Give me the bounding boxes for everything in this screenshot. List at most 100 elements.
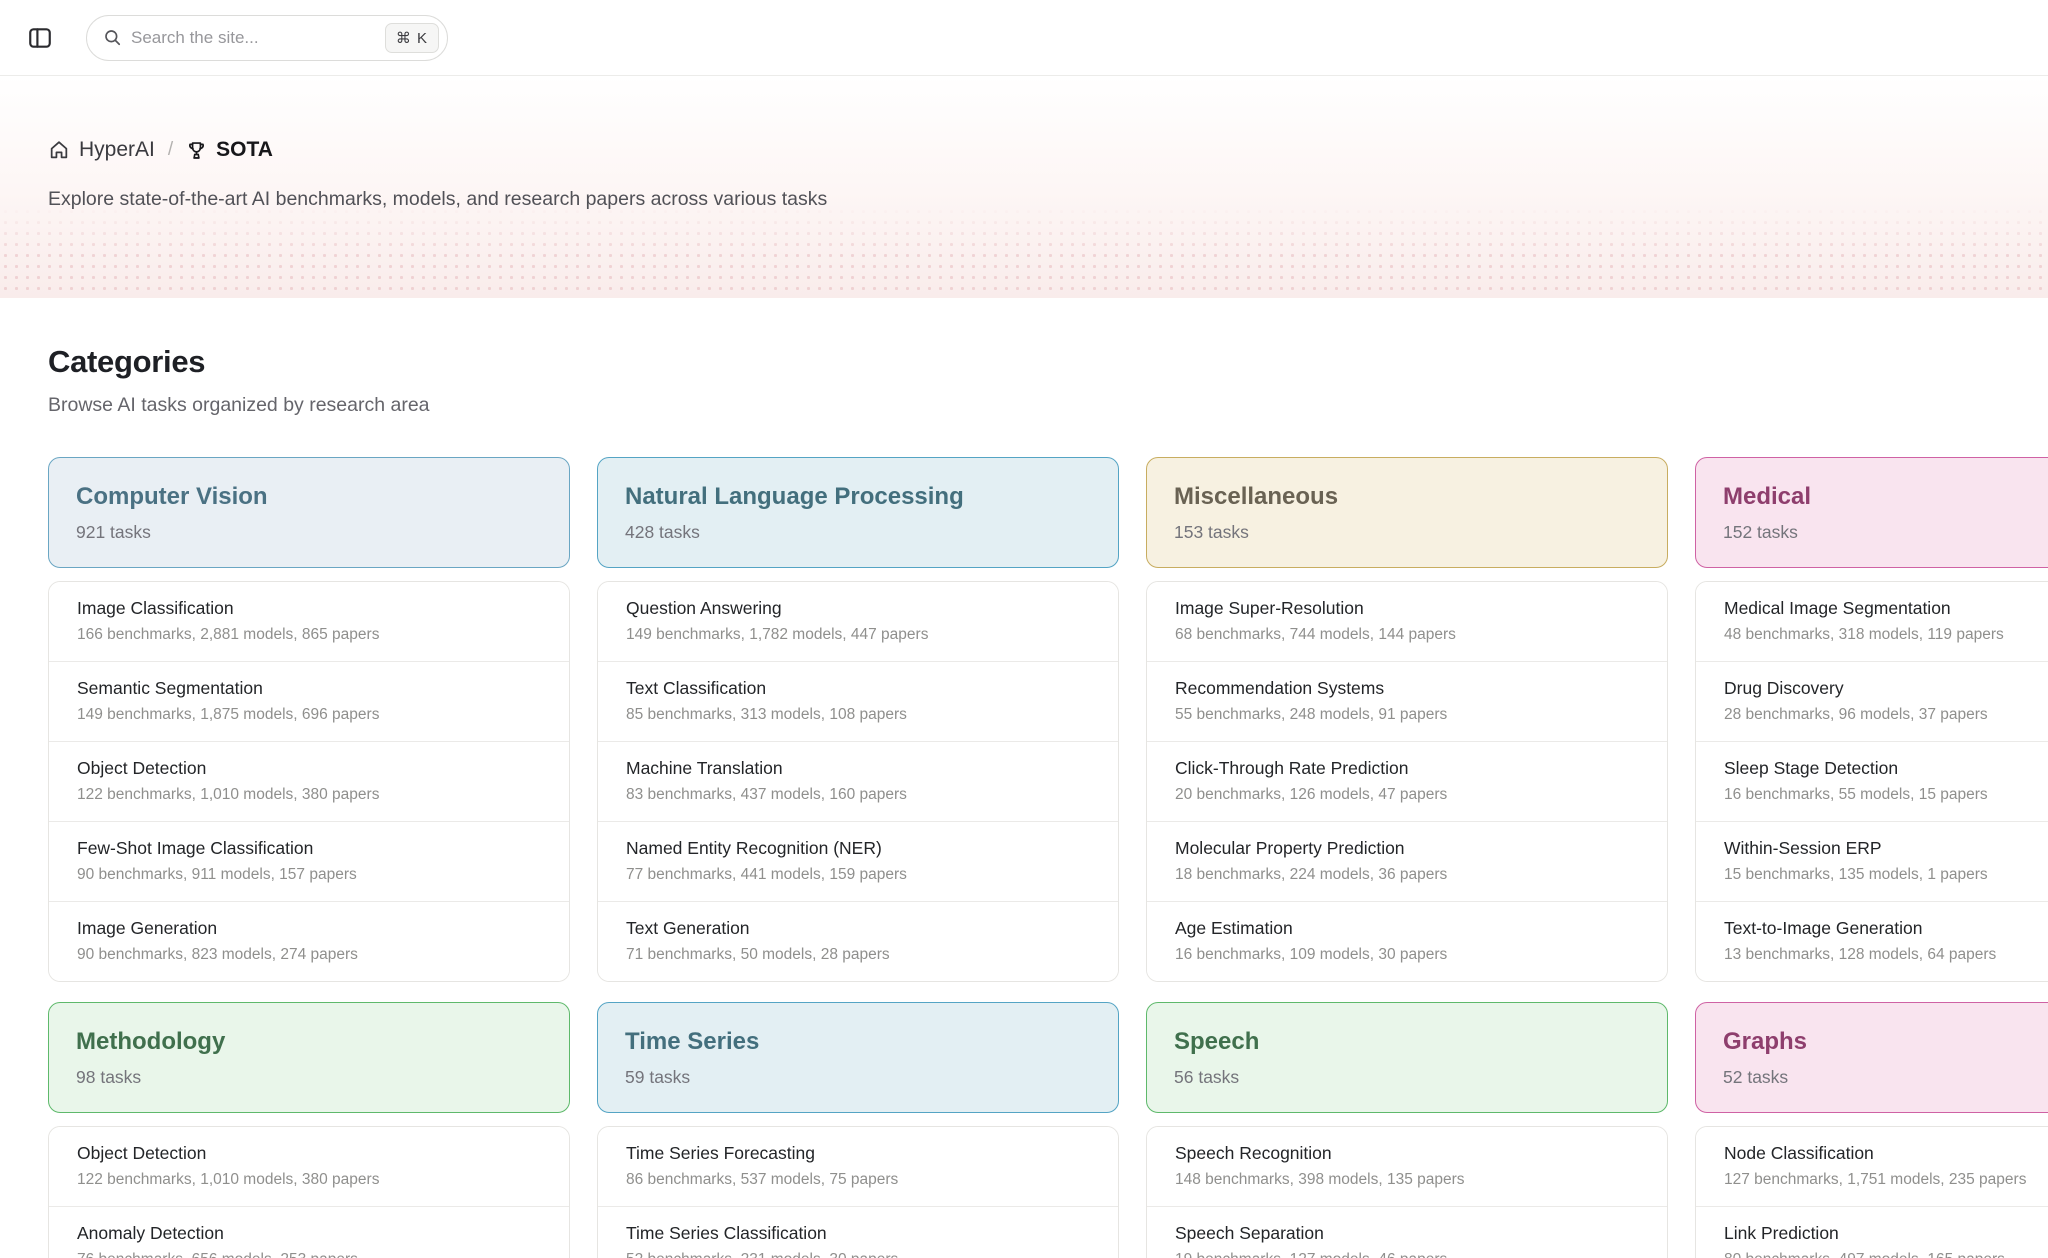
category-header[interactable]: Medical 152 tasks (1695, 457, 2048, 568)
task-stats: 166 benchmarks, 2,881 models, 865 papers (77, 626, 380, 643)
task-row[interactable]: Object Detection 122 benchmarks, 1,010 m… (49, 1127, 569, 1206)
task-row[interactable]: Speech Separation 19 benchmarks, 127 mod… (1147, 1206, 1667, 1258)
task-row[interactable]: Drug Discovery 28 benchmarks, 96 models,… (1696, 661, 2048, 741)
task-row[interactable]: Few-Shot Image Classification 90 benchma… (49, 821, 569, 901)
breadcrumb-separator: / (167, 139, 174, 160)
category-task-count: 52 tasks (1723, 1067, 1789, 1087)
category-title: Miscellaneous (1174, 483, 1339, 510)
trophy-icon (186, 140, 207, 161)
task-row[interactable]: Node Classification 127 benchmarks, 1,75… (1696, 1127, 2048, 1206)
task-name: Speech Recognition (1175, 1143, 1332, 1163)
task-row[interactable]: Named Entity Recognition (NER) 77 benchm… (598, 821, 1118, 901)
task-stats: 85 benchmarks, 313 models, 108 papers (626, 706, 907, 723)
task-stats: 18 benchmarks, 224 models, 36 papers (1175, 866, 1448, 883)
category-task-list: Speech Recognition 148 benchmarks, 398 m… (1146, 1126, 1668, 1258)
task-stats: 48 benchmarks, 318 models, 119 papers (1724, 626, 2004, 643)
task-row[interactable]: Text Generation 71 benchmarks, 50 models… (598, 901, 1118, 981)
category-header[interactable]: Methodology 98 tasks (48, 1002, 570, 1113)
categories-subheading: Browse AI tasks organized by research ar… (48, 394, 430, 416)
category-task-list: Question Answering 149 benchmarks, 1,782… (597, 581, 1119, 982)
task-row[interactable]: Medical Image Segmentation 48 benchmarks… (1696, 582, 2048, 661)
task-name: Molecular Property Prediction (1175, 838, 1405, 858)
task-name: Image Super-Resolution (1175, 598, 1364, 618)
sidebar-toggle-button[interactable] (20, 18, 60, 58)
task-row[interactable]: Text-to-Image Generation 13 benchmarks, … (1696, 901, 2048, 981)
search-input[interactable] (131, 27, 385, 48)
breadcrumb-current: SOTA (186, 138, 273, 162)
task-stats: 77 benchmarks, 441 models, 159 papers (626, 866, 907, 883)
category-header[interactable]: Miscellaneous 153 tasks (1146, 457, 1668, 568)
category-task-list: Time Series Forecasting 86 benchmarks, 5… (597, 1126, 1119, 1258)
task-name: Node Classification (1724, 1143, 1874, 1163)
task-name: Question Answering (626, 598, 782, 618)
task-stats: 122 benchmarks, 1,010 models, 380 papers (77, 1171, 380, 1188)
task-stats: 90 benchmarks, 911 models, 157 papers (77, 866, 357, 883)
task-row[interactable]: Age Estimation 16 benchmarks, 109 models… (1147, 901, 1667, 981)
hero-section: HyperAI / SOTA Explore state-of-the-art … (0, 76, 2048, 298)
category-task-count: 153 tasks (1174, 522, 1249, 542)
category-task-count: 428 tasks (625, 522, 700, 542)
task-row[interactable]: Within-Session ERP 15 benchmarks, 135 mo… (1696, 821, 2048, 901)
category-header[interactable]: Graphs 52 tasks (1695, 1002, 2048, 1113)
category-card: Medical 152 tasks Medical Image Segmenta… (1695, 457, 2048, 982)
category-task-count: 98 tasks (76, 1067, 142, 1087)
category-task-count: 59 tasks (625, 1067, 691, 1087)
breadcrumb-home-link[interactable]: HyperAI (48, 138, 155, 162)
task-row[interactable]: Speech Recognition 148 benchmarks, 398 m… (1147, 1127, 1667, 1206)
task-row[interactable]: Time Series Forecasting 86 benchmarks, 5… (598, 1127, 1118, 1206)
site-search[interactable]: ⌘ K (86, 14, 448, 61)
task-name: Text Classification (626, 678, 767, 698)
task-name: Age Estimation (1175, 918, 1293, 938)
category-task-list: Medical Image Segmentation 48 benchmarks… (1695, 581, 2048, 982)
task-row[interactable]: Click-Through Rate Prediction 20 benchma… (1147, 741, 1667, 821)
task-row[interactable]: Image Classification 166 benchmarks, 2,8… (49, 582, 569, 661)
task-row[interactable]: Link Prediction 80 benchmarks, 497 model… (1696, 1206, 2048, 1258)
task-stats: 149 benchmarks, 1,782 models, 447 papers (626, 626, 929, 643)
task-row[interactable]: Sleep Stage Detection 16 benchmarks, 55 … (1696, 741, 2048, 821)
task-name: Anomaly Detection (77, 1223, 224, 1243)
home-icon (48, 139, 70, 161)
category-header[interactable]: Computer Vision 921 tasks (48, 457, 570, 568)
task-name: Within-Session ERP (1724, 838, 1882, 858)
breadcrumb: HyperAI / SOTA (48, 76, 2048, 162)
categories-grid: Computer Vision 921 tasks Image Classifi… (48, 457, 2048, 1258)
category-card: Natural Language Processing 428 tasks Qu… (597, 457, 1119, 982)
task-stats: 127 benchmarks, 1,751 models, 235 papers (1724, 1171, 2027, 1188)
category-title: Computer Vision (76, 483, 268, 510)
keyboard-shortcut-badge: ⌘ K (384, 22, 439, 53)
task-row[interactable]: Anomaly Detection 76 benchmarks, 656 mod… (49, 1206, 569, 1258)
task-name: Image Classification (77, 598, 234, 618)
task-stats: 149 benchmarks, 1,875 models, 696 papers (77, 706, 380, 723)
task-row[interactable]: Molecular Property Prediction 18 benchma… (1147, 821, 1667, 901)
task-name: Text-to-Image Generation (1724, 918, 1923, 938)
categories-heading: Categories (48, 344, 206, 379)
task-stats: 55 benchmarks, 248 models, 91 papers (1175, 706, 1448, 723)
task-row[interactable]: Object Detection 122 benchmarks, 1,010 m… (49, 741, 569, 821)
task-row[interactable]: Image Super-Resolution 68 benchmarks, 74… (1147, 582, 1667, 661)
category-task-list: Image Classification 166 benchmarks, 2,8… (48, 581, 570, 982)
task-row[interactable]: Machine Translation 83 benchmarks, 437 m… (598, 741, 1118, 821)
category-title: Speech (1174, 1028, 1260, 1055)
task-row[interactable]: Text Classification 85 benchmarks, 313 m… (598, 661, 1118, 741)
category-header[interactable]: Speech 56 tasks (1146, 1002, 1668, 1113)
panel-left-icon (27, 25, 53, 51)
task-row[interactable]: Image Generation 90 benchmarks, 823 mode… (49, 901, 569, 981)
task-stats: 15 benchmarks, 135 models, 1 papers (1724, 866, 1988, 883)
task-name: Object Detection (77, 758, 207, 778)
category-title: Medical (1723, 483, 1812, 510)
category-card: Miscellaneous 153 tasks Image Super-Reso… (1146, 457, 1668, 982)
category-header[interactable]: Time Series 59 tasks (597, 1002, 1119, 1113)
search-icon (103, 28, 122, 47)
category-task-list: Object Detection 122 benchmarks, 1,010 m… (48, 1126, 570, 1258)
task-row[interactable]: Time Series Classification 52 benchmarks… (598, 1206, 1118, 1258)
task-name: Object Detection (77, 1143, 207, 1163)
task-stats: 28 benchmarks, 96 models, 37 papers (1724, 706, 1988, 723)
task-name: Semantic Segmentation (77, 678, 263, 698)
category-card: Methodology 98 tasks Object Detection 12… (48, 1002, 570, 1258)
task-row[interactable]: Recommendation Systems 55 benchmarks, 24… (1147, 661, 1667, 741)
task-row[interactable]: Semantic Segmentation 149 benchmarks, 1,… (49, 661, 569, 741)
category-card: Time Series 59 tasks Time Series Forecas… (597, 1002, 1119, 1258)
task-row[interactable]: Question Answering 149 benchmarks, 1,782… (598, 582, 1118, 661)
task-name: Drug Discovery (1724, 678, 1844, 698)
category-header[interactable]: Natural Language Processing 428 tasks (597, 457, 1119, 568)
